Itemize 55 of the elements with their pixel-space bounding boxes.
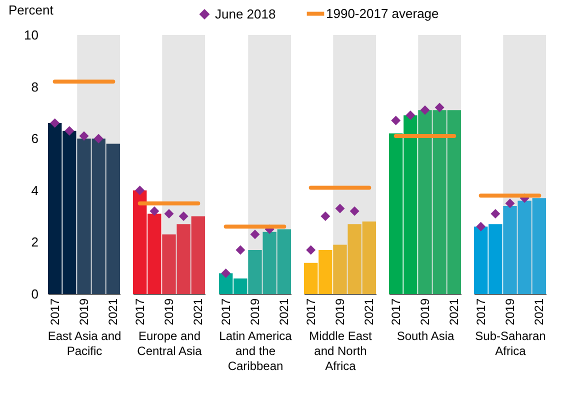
x-tick-label: 2021 bbox=[106, 298, 120, 326]
point bbox=[350, 206, 360, 216]
y-tick-label: 8 bbox=[31, 79, 38, 94]
x-axis-title: Latin America and the Caribbean bbox=[219, 329, 292, 374]
point bbox=[50, 118, 60, 128]
point bbox=[505, 198, 515, 208]
point bbox=[164, 208, 174, 218]
x-axis-title: East Asia and Pacific bbox=[48, 329, 122, 358]
x-tick-label: 2017 bbox=[388, 298, 403, 326]
x-tick-label: 2021 bbox=[447, 298, 462, 326]
x-tick-label: 2021 bbox=[362, 298, 376, 326]
x-axis-title: Middle East and North Africa bbox=[309, 329, 373, 374]
point bbox=[135, 186, 145, 196]
point bbox=[150, 206, 160, 216]
y-tick-label: 2 bbox=[31, 234, 38, 250]
point bbox=[434, 102, 444, 112]
x-tick-label: 2019 bbox=[418, 298, 432, 326]
point bbox=[250, 230, 260, 240]
point bbox=[490, 208, 500, 218]
y-axis-title: Percent bbox=[8, 2, 54, 18]
x-tick-label: 2019 bbox=[77, 298, 91, 326]
x-tick-label: 2019 bbox=[162, 298, 176, 326]
x-tick-label: 2019 bbox=[503, 298, 517, 326]
point bbox=[79, 131, 89, 141]
point bbox=[476, 222, 486, 232]
x-tick-label: 2021 bbox=[277, 298, 292, 326]
point bbox=[178, 212, 188, 222]
point bbox=[391, 116, 401, 126]
point bbox=[64, 126, 74, 136]
x-tick-label: 2017 bbox=[474, 298, 488, 326]
point bbox=[221, 268, 231, 278]
x-tick-label: 2019 bbox=[248, 298, 262, 326]
legend-label: 1990-2017 average bbox=[326, 6, 439, 21]
x-axis-title: Europe and Central Asia bbox=[137, 329, 202, 358]
y-tick-label: 4 bbox=[31, 182, 38, 198]
x-axis-title: Sub-Saharan Africa bbox=[475, 329, 546, 358]
point bbox=[94, 134, 104, 144]
x-tick-label: 2021 bbox=[191, 298, 206, 326]
x-tick-label: 2021 bbox=[532, 298, 546, 326]
x-tick-label: 2017 bbox=[48, 298, 62, 326]
point bbox=[420, 105, 430, 115]
y-tick-label: 10 bbox=[24, 28, 38, 42]
point bbox=[306, 245, 316, 255]
x-tick-label: 2019 bbox=[333, 298, 347, 326]
point bbox=[406, 110, 416, 120]
y-tick-label: 6 bbox=[31, 131, 38, 146]
point bbox=[320, 212, 330, 222]
y-tick-label: 0 bbox=[31, 286, 38, 302]
x-axis-title: South Asia bbox=[396, 329, 455, 344]
x-tick-label: 2017 bbox=[218, 298, 233, 326]
legend-label: June 2018 bbox=[215, 6, 276, 22]
x-tick-label: 2017 bbox=[132, 298, 147, 326]
point bbox=[236, 245, 246, 255]
x-tick-label: 2017 bbox=[304, 298, 318, 326]
point bbox=[335, 204, 345, 214]
